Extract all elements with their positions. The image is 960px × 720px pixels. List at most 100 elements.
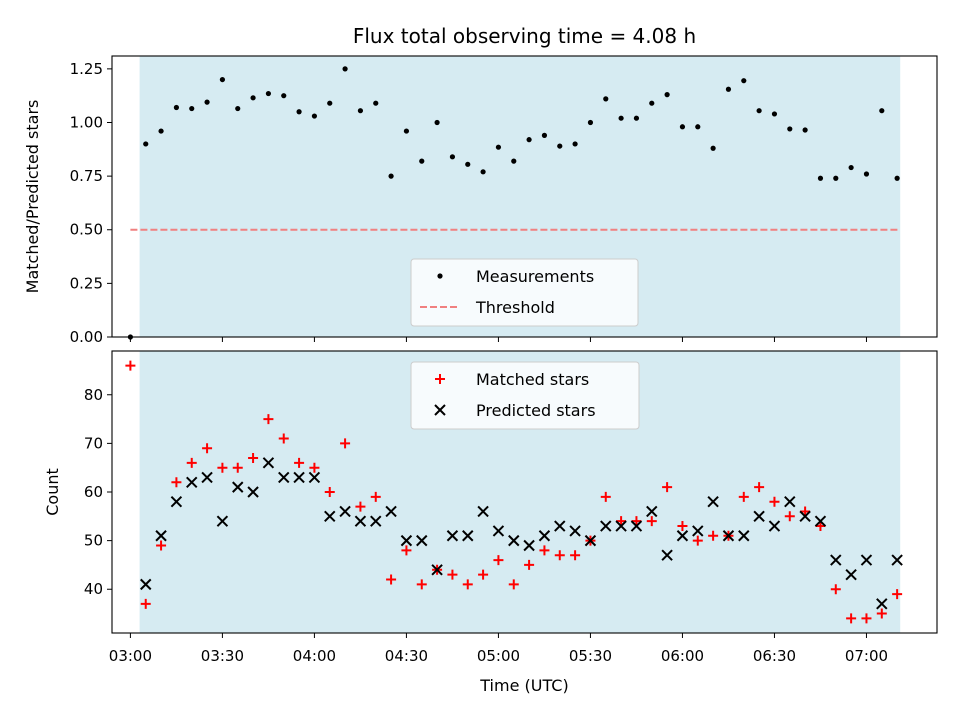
- measurement-point: [572, 141, 578, 147]
- measurement-point: [817, 175, 824, 181]
- legend-marker: [437, 273, 443, 279]
- y-tick-label: 1.25: [70, 60, 103, 78]
- matched-star-point: [340, 438, 351, 449]
- legend-label: Matched stars: [476, 370, 589, 389]
- predicted-star-point: [600, 520, 612, 532]
- measurement-point: [894, 175, 900, 181]
- predicted-star-point: [293, 471, 305, 484]
- matched-star-point: [140, 598, 151, 609]
- measurement-point: [373, 100, 379, 106]
- chart-title: Flux total observing time = 4.08 h: [353, 24, 696, 48]
- matched-star-point: [616, 516, 627, 527]
- matched-star-point: [539, 545, 550, 556]
- measurement-point: [265, 90, 272, 97]
- predicted-star-point: [508, 534, 520, 547]
- predicted-star-point: [845, 568, 857, 581]
- x-axis-title: Time (UTC): [479, 676, 568, 695]
- x-tick-label: 04:30: [385, 647, 428, 665]
- y-tick-label: 70: [84, 434, 103, 452]
- matched-star-point: [462, 579, 473, 590]
- predicted-star-point: [278, 471, 290, 484]
- predicted-star-point: [692, 525, 704, 537]
- predicted-star-point: [155, 530, 167, 542]
- predicted-star-point: [738, 530, 750, 542]
- matched-star-point: [815, 521, 826, 532]
- predicted-star-point: [416, 534, 428, 547]
- legend-box: [410, 258, 639, 327]
- predicted-star-point: [186, 476, 198, 488]
- predicted-star-point: [216, 515, 229, 527]
- predicted-star-point: [262, 457, 275, 469]
- matched-star-point: [631, 516, 642, 527]
- legend-box: [410, 361, 640, 430]
- x-tick-label: 03:30: [201, 647, 244, 665]
- measurement-point: [342, 66, 348, 72]
- predicted-star-point: [354, 515, 367, 527]
- matched-star-point: [738, 491, 749, 502]
- predicted-star-point: [584, 534, 597, 547]
- y-tick-label: 50: [84, 532, 103, 550]
- x-tick-label: 05:00: [477, 647, 520, 665]
- matched-star-point: [125, 360, 136, 371]
- predicted-star-point: [339, 505, 351, 518]
- y-tick-label: 0.25: [70, 274, 103, 292]
- matched-star-point: [447, 569, 458, 580]
- measurement-point: [250, 95, 256, 101]
- measurement-point: [741, 78, 747, 84]
- matched-star-point: [355, 501, 366, 512]
- measurement-point: [449, 154, 456, 160]
- measurement-point: [204, 99, 210, 105]
- measurement-point: [189, 105, 195, 112]
- predicted-star-point: [170, 496, 183, 508]
- measurement-point: [710, 145, 716, 151]
- measurement-point: [587, 119, 594, 126]
- measurement-point: [511, 158, 517, 164]
- predicted-star-point: [860, 554, 873, 566]
- predicted-star-point: [400, 534, 413, 547]
- measurement-point: [495, 144, 502, 150]
- predicted-star-point: [784, 496, 796, 508]
- legend-marker: [435, 374, 445, 384]
- y-axis-title: Matched/Predicted stars: [23, 100, 42, 294]
- predicted-star-point: [538, 530, 551, 542]
- measurement-point: [756, 108, 762, 114]
- measurement-point: [802, 127, 808, 133]
- measurement-point: [403, 128, 410, 134]
- matched-star-point: [493, 555, 504, 566]
- matched-star-point: [278, 433, 289, 444]
- matched-star-point: [324, 487, 335, 497]
- axes-frame: [111, 55, 938, 338]
- measurement-point: [787, 126, 793, 132]
- measurement-point: [480, 169, 486, 175]
- predicted-star-point: [661, 549, 673, 561]
- measurement-point: [526, 137, 532, 143]
- matched-star-point: [171, 477, 182, 488]
- measurement-point: [695, 124, 701, 130]
- matched-star-point: [570, 550, 581, 561]
- predicted-star-point: [768, 520, 781, 532]
- measurement-point: [173, 104, 180, 111]
- predicted-star-point: [431, 564, 443, 576]
- matched-star-point: [309, 462, 320, 473]
- predicted-star-point: [370, 515, 382, 527]
- matched-star-point: [692, 535, 703, 546]
- predicted-star-point: [722, 530, 735, 542]
- matched-star-point: [478, 569, 489, 580]
- matched-star-point: [263, 414, 274, 425]
- measurement-point: [296, 109, 302, 115]
- measurement-point: [833, 175, 839, 181]
- x-tick-label: 04:00: [293, 647, 336, 665]
- measurement-point: [357, 108, 364, 114]
- y-tick-label: 0.50: [70, 221, 103, 239]
- legend: Matched stars Predicted stars: [410, 361, 640, 430]
- predicted-star-point: [492, 525, 505, 537]
- measurement-point: [158, 128, 164, 134]
- predicted-star-point: [814, 515, 827, 527]
- matched-star-point: [784, 511, 795, 522]
- legend: Measurements Threshold: [410, 258, 639, 327]
- predicted-star-point: [753, 510, 765, 523]
- measurement-point: [434, 119, 440, 126]
- y-axis-title: Count: [43, 468, 62, 516]
- matched-star-point: [524, 559, 535, 570]
- matched-star-point: [401, 545, 412, 556]
